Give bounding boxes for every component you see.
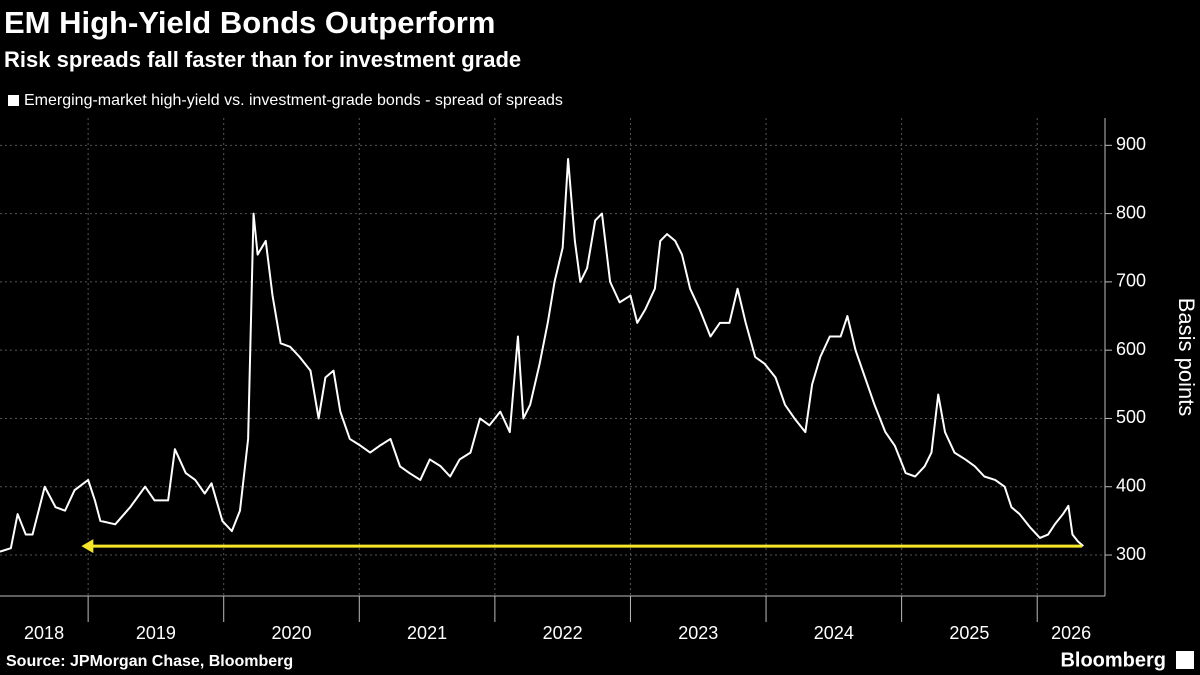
x-tick-label: 2022	[543, 623, 583, 643]
chart-title: EM High-Yield Bonds Outperform	[4, 5, 495, 40]
y-tick-label: 900	[1116, 134, 1146, 154]
y-tick-label: 300	[1116, 544, 1146, 564]
arrow-head	[81, 539, 94, 554]
source-note: Source: JPMorgan Chase, Bloomberg	[6, 653, 293, 670]
x-tick-label: 2021	[407, 623, 447, 643]
y-axis-label: Basis points	[1174, 298, 1199, 417]
x-tick-label: 2026	[1051, 623, 1091, 643]
y-tick-label: 800	[1116, 202, 1146, 222]
x-tick-label: 2020	[271, 623, 311, 643]
y-tick-label: 500	[1116, 407, 1146, 427]
y-tick-label: 600	[1116, 339, 1146, 359]
data-line	[0, 157, 1084, 553]
chart-subtitle: Risk spreads fall faster than for invest…	[4, 47, 521, 72]
y-tick-label: 700	[1116, 271, 1146, 291]
brand-logo: Bloomberg	[1060, 649, 1166, 671]
brand-icon	[1176, 651, 1194, 669]
legend-swatch	[8, 95, 19, 106]
x-tick-label: 2018	[24, 623, 64, 643]
legend-label: Emerging-market high-yield vs. investmen…	[24, 92, 563, 109]
x-tick-label: 2023	[678, 623, 718, 643]
x-tick-label: 2025	[949, 623, 989, 643]
x-tick-label: 2024	[814, 623, 854, 643]
y-tick-label: 400	[1116, 475, 1146, 495]
x-tick-label: 2019	[136, 623, 176, 643]
